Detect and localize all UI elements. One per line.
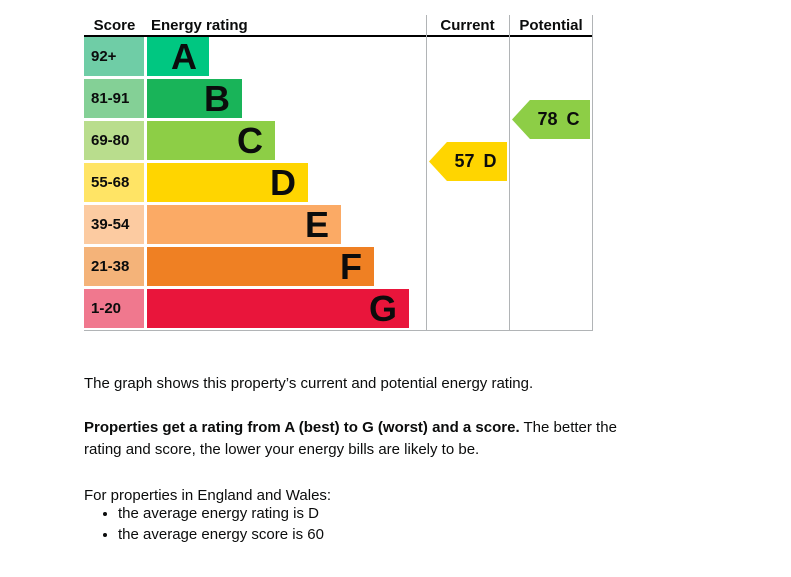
rating-explanation-paragraph: Properties get a rating from A (best) to… — [84, 417, 649, 461]
band-bar-f: F — [147, 246, 374, 287]
potential-score: 78 — [537, 109, 558, 129]
chart-bottom-border — [84, 330, 593, 331]
band-row-b: 81-91 B — [84, 78, 409, 121]
header-score: Score — [93, 16, 136, 34]
band-row-g: 1-20 G — [84, 288, 409, 331]
average-score-item: the average energy score is 60 — [118, 524, 324, 545]
score-range-g: 1-20 — [84, 289, 144, 328]
header-energy-rating: Energy rating — [151, 16, 248, 34]
band-bar-g: G — [147, 288, 409, 329]
band-row-d: 55-68 D — [84, 162, 409, 205]
column-divider — [426, 15, 427, 331]
potential-band-letter: C — [566, 109, 580, 129]
band-row-c: 69-80 C — [84, 120, 409, 163]
intro-paragraph: The graph shows this property’s current … — [84, 375, 534, 392]
header-potential: Potential — [519, 16, 583, 34]
band-bar-d: D — [147, 162, 308, 203]
current-band-letter: D — [483, 151, 497, 171]
score-range-d: 55-68 — [84, 163, 144, 202]
score-range-f: 21-38 — [84, 247, 144, 286]
current-score: 57 — [454, 151, 475, 171]
rating-explanation-bold: Properties get a rating from A (best) to… — [84, 419, 520, 436]
potential-rating-arrow: 78 C — [512, 100, 590, 139]
chart-header-row: Score Energy rating Current Potential — [84, 15, 593, 37]
score-range-b: 81-91 — [84, 79, 144, 118]
current-rating-arrow: 57 D — [429, 142, 507, 181]
column-divider — [592, 15, 593, 331]
column-divider — [509, 15, 510, 331]
band-bar-c: C — [147, 120, 275, 161]
band-bar-a: A — [147, 36, 209, 77]
band-row-a: 92+ A — [84, 36, 409, 79]
band-bar-b: B — [147, 78, 242, 119]
score-range-a: 92+ — [84, 37, 144, 76]
rating-explanation-rest: The better the rating and score, the low… — [84, 419, 617, 458]
score-range-c: 69-80 — [84, 121, 144, 160]
band-bar-e: E — [147, 204, 341, 245]
band-row-e: 39-54 E — [84, 204, 409, 247]
band-row-f: 21-38 F — [84, 246, 409, 289]
region-heading: For properties in England and Wales: — [84, 487, 332, 504]
epc-rating-chart: Score Energy rating Current Potential 92… — [84, 15, 593, 331]
header-current: Current — [440, 16, 495, 34]
averages-list: the average energy rating is D the avera… — [84, 503, 324, 545]
average-rating-item: the average energy rating is D — [118, 503, 324, 524]
band-rows: 92+ A 81-91 B 69-80 C 55-68 D 39-54 E 21… — [84, 36, 409, 331]
score-range-e: 39-54 — [84, 205, 144, 244]
